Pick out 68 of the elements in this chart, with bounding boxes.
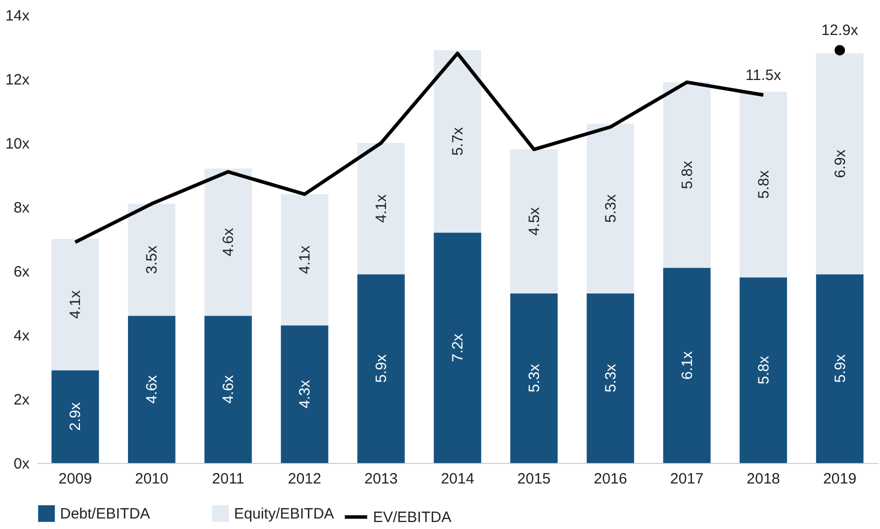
- y-tick-label: 6x: [14, 264, 30, 280]
- y-tick-label: 4x: [14, 328, 30, 344]
- x-tick-label: 2016: [594, 470, 628, 488]
- bar: [586, 293, 634, 463]
- x-tick-label: 2010: [134, 470, 168, 488]
- x-tick-label: 2014: [440, 470, 474, 488]
- bar: [204, 168, 252, 316]
- data-label: 11.5x: [746, 67, 782, 84]
- bar: [52, 239, 99, 370]
- bar: [816, 274, 864, 463]
- data-label: 4.6x: [220, 228, 238, 256]
- data-label: 3.5x: [144, 245, 161, 274]
- y-tick-label: 14x: [5, 8, 30, 24]
- bar: [128, 204, 176, 316]
- data-label: 4.5x: [526, 206, 543, 236]
- data-label: 2.9x: [67, 402, 84, 431]
- bar: [740, 277, 788, 463]
- data-label: 6.9x: [832, 149, 849, 178]
- bar: [357, 143, 405, 274]
- legend-label: Equity/EBITDA: [234, 506, 334, 523]
- x-tick-label: 2012: [288, 470, 322, 488]
- data-label: 5.8x: [755, 170, 772, 199]
- data-label: 4.1x: [67, 290, 84, 319]
- bar: [434, 50, 482, 233]
- bar: [434, 232, 482, 463]
- bar: [510, 293, 558, 463]
- bar: [663, 268, 711, 463]
- data-label: 5.3x: [602, 194, 620, 223]
- x-tick-label: 2018: [746, 470, 780, 488]
- data-label: 7.2x: [450, 333, 466, 362]
- bar: [204, 316, 252, 463]
- data-label: 4.1x: [373, 194, 390, 223]
- bar: [586, 124, 634, 294]
- data-label: 5.7x: [450, 126, 466, 156]
- data-label: 5.9x: [373, 354, 390, 383]
- y-tick-label: 2x: [14, 392, 30, 408]
- x-tick-label: 2019: [823, 470, 856, 488]
- data-label: 5.3x: [526, 364, 543, 392]
- x-tick-label: 2017: [670, 470, 704, 488]
- data-label: 4.6x: [220, 374, 238, 404]
- x-tick-label: 2011: [212, 470, 244, 488]
- x-tick-label: 2009: [58, 470, 92, 488]
- y-tick-label: 0x: [14, 456, 30, 472]
- y-tick-label: 8x: [14, 200, 30, 216]
- data-label: 5.9x: [832, 354, 849, 383]
- bar: [128, 316, 176, 463]
- bar: [816, 53, 864, 274]
- data-label: 4.3x: [296, 380, 314, 408]
- data-label: 5.8x: [678, 160, 696, 190]
- bar: [740, 92, 788, 278]
- y-tick-label: 12x: [5, 72, 30, 88]
- y-tick-label: 10x: [5, 136, 30, 152]
- bar: [280, 194, 328, 326]
- bar: [663, 82, 711, 268]
- legend-label: Debt/EBITDA: [60, 506, 150, 523]
- bar: [52, 370, 99, 463]
- data-label: 5.3x: [602, 364, 620, 392]
- data-label: 6.1x: [678, 350, 696, 380]
- data-label: 12.9x: [821, 22, 859, 40]
- bar: [357, 274, 405, 463]
- x-tick-label: 2015: [517, 470, 551, 488]
- data-label: 5.8x: [755, 356, 772, 384]
- x-tick-label: 2013: [364, 470, 398, 488]
- data-label: 4.6x: [144, 374, 161, 404]
- data-label: 4.1x: [296, 245, 314, 274]
- bar: [280, 325, 328, 463]
- legend-label: EV/EBITDA: [373, 509, 452, 526]
- bar: [510, 149, 558, 294]
